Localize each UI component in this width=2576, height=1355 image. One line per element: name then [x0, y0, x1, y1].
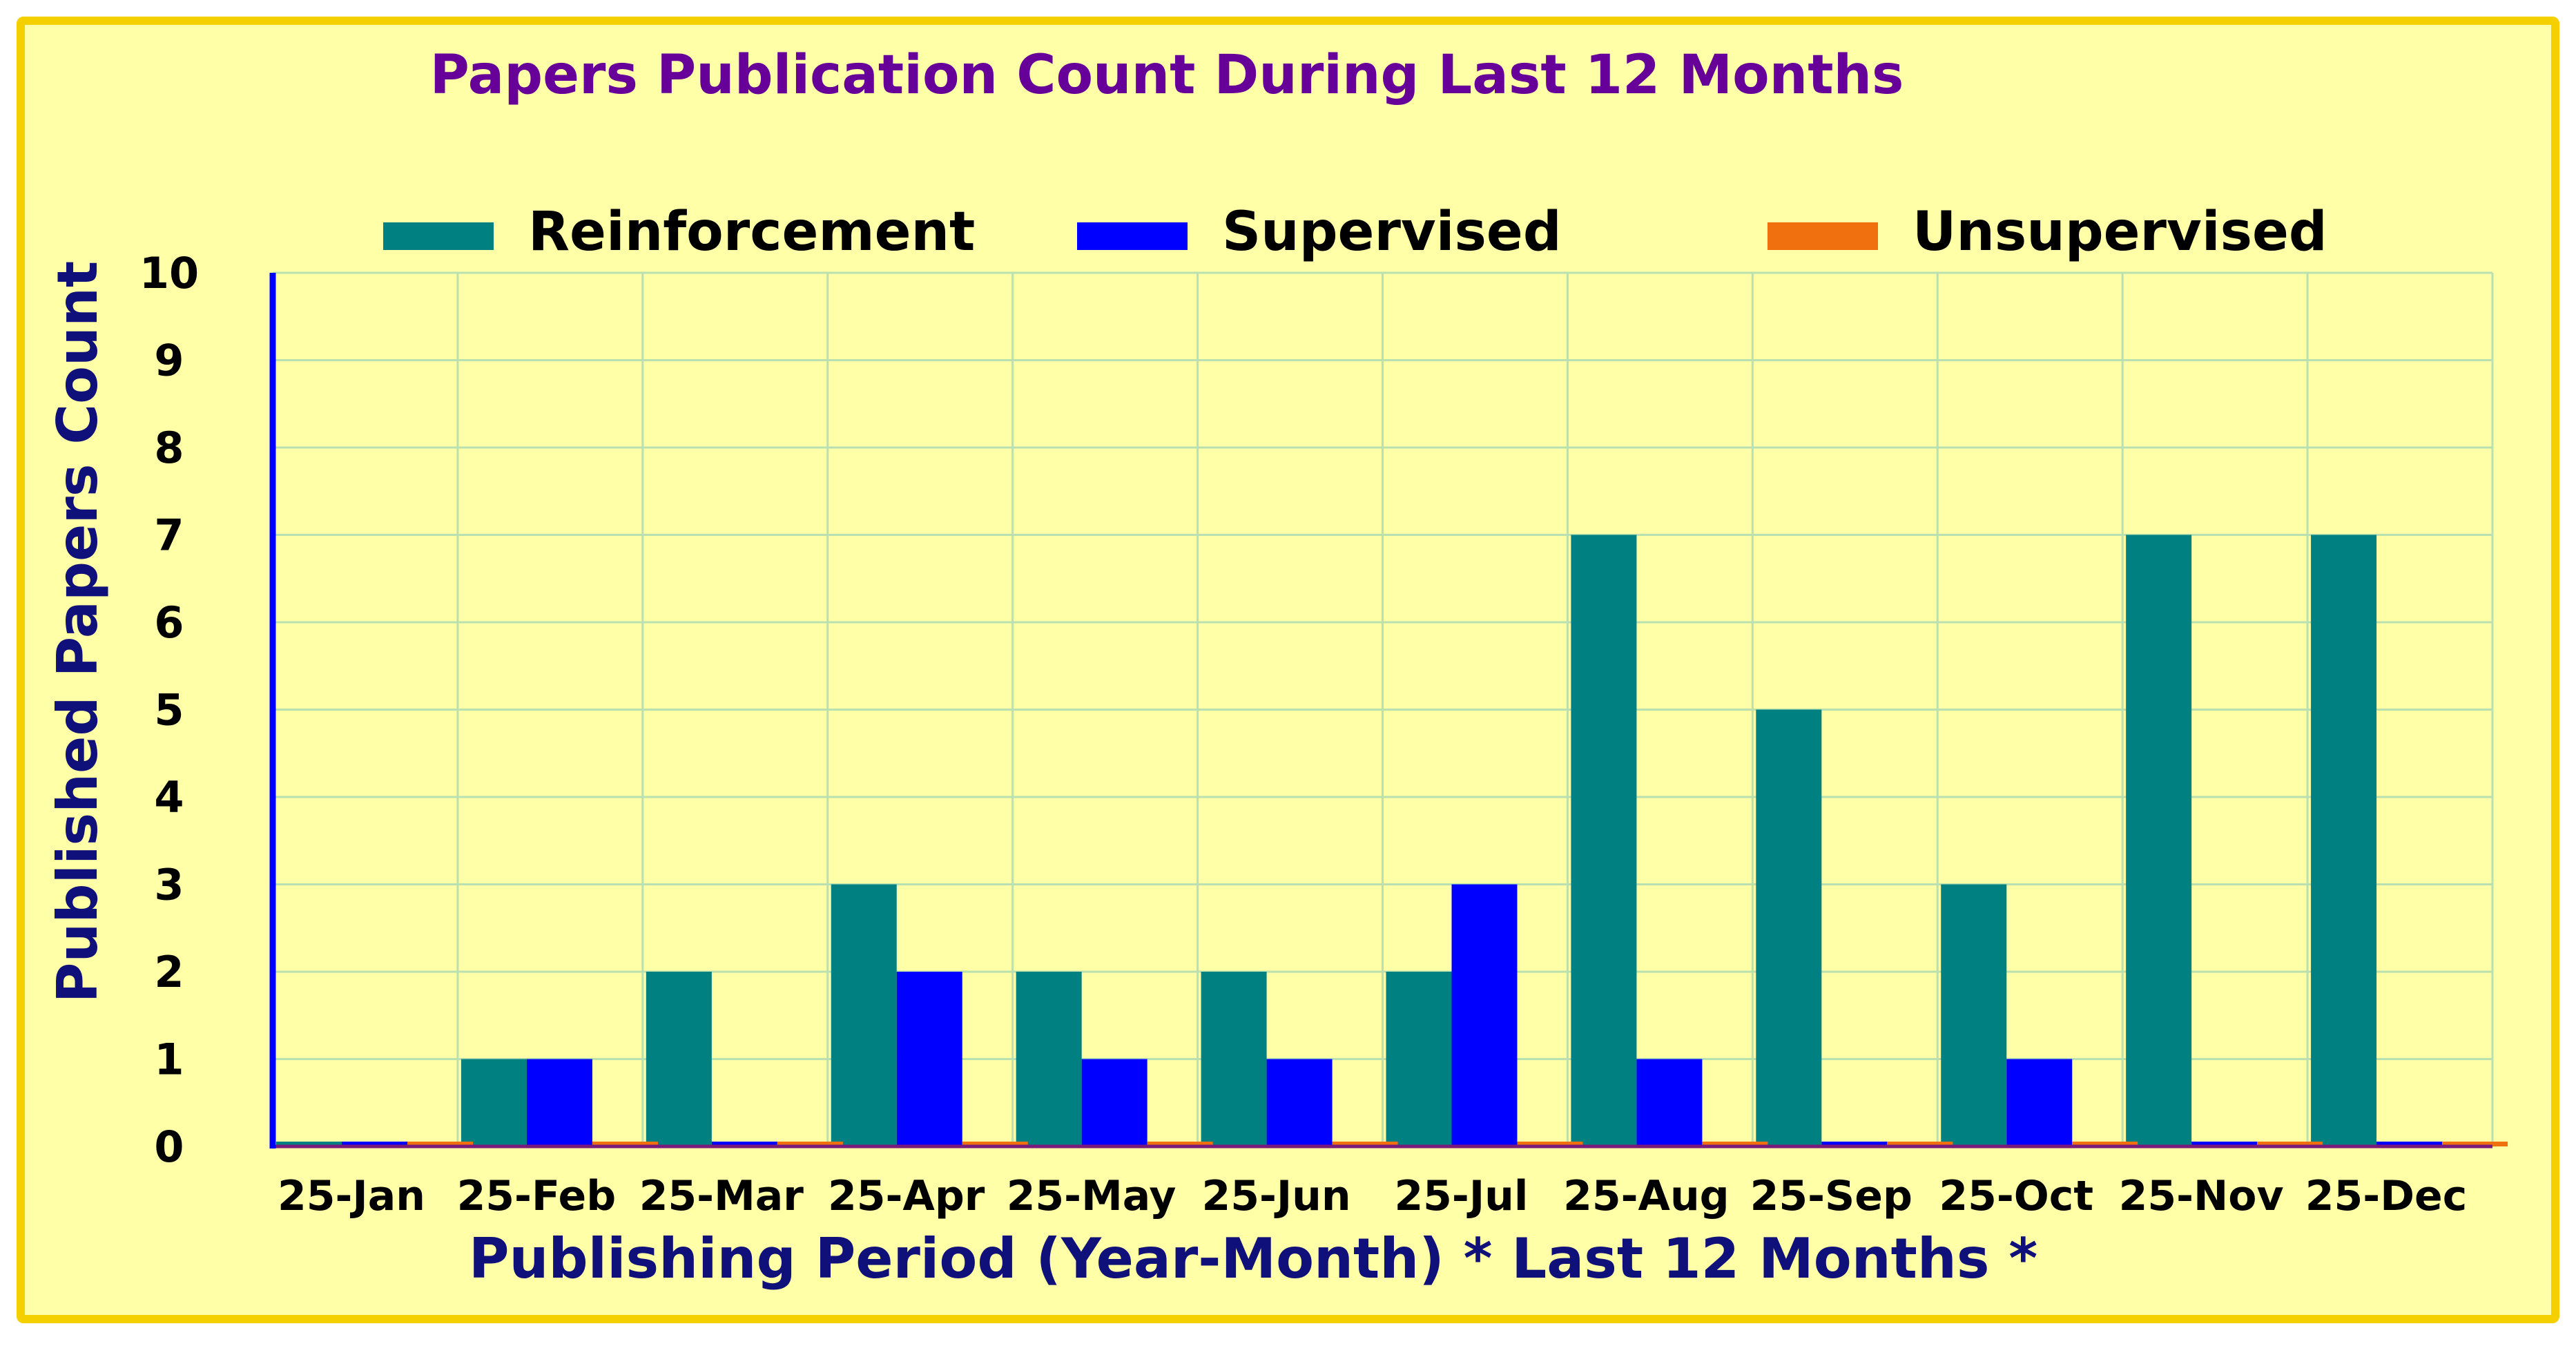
- x-tick-label: 25-Jan: [278, 1172, 425, 1220]
- bar: [831, 884, 897, 1146]
- x-tick-label: 25-Aug: [1563, 1172, 1730, 1220]
- bar: [962, 1142, 1028, 1146]
- bar: [407, 1142, 473, 1146]
- y-tick-label: 7: [154, 510, 184, 561]
- legend-label: Unsupervised: [1912, 201, 2327, 263]
- x-tick-label: 25-Apr: [828, 1172, 985, 1220]
- x-tick-label: 25-Jun: [1201, 1172, 1350, 1220]
- bar: [1016, 972, 1082, 1146]
- y-tick-label: 8: [154, 423, 184, 473]
- bar: [1756, 709, 1822, 1146]
- x-tick-label: 25-May: [1007, 1172, 1176, 1220]
- y-tick-label: 0: [154, 1122, 184, 1172]
- bar: [526, 1059, 592, 1146]
- bar: [1571, 535, 1637, 1146]
- axes: [269, 273, 2492, 1149]
- bar: [2006, 1059, 2073, 1146]
- bar: [276, 1142, 342, 1146]
- y-tick-label: 6: [154, 597, 184, 648]
- bar: [1266, 1059, 1333, 1146]
- legend-swatch: [1768, 222, 1878, 250]
- bar: [1636, 1059, 1703, 1146]
- x-axis-title: Publishing Period (Year-Month) * Last 12…: [469, 1227, 2037, 1291]
- bar: [2126, 535, 2192, 1146]
- bar: [592, 1142, 658, 1146]
- bar: [896, 972, 962, 1146]
- bar: [2072, 1142, 2138, 1146]
- bar: [1887, 1142, 1953, 1146]
- bar: [1702, 1142, 1768, 1146]
- y-tick-label: 3: [154, 860, 184, 910]
- y-axis-title: Published Papers Count: [46, 261, 110, 1003]
- bar: [1386, 972, 1452, 1146]
- bar: [1941, 884, 2007, 1146]
- bar: [2442, 1142, 2508, 1146]
- x-tick-label: 25-Jul: [1394, 1172, 1528, 1220]
- bar: [1451, 884, 1518, 1146]
- bars: [276, 535, 2508, 1146]
- x-tick-labels: 25-Jan 25-Feb 25-Mar 25-Apr 25-May 25-Jun 25-J…: [278, 1172, 2467, 1220]
- bar: [2376, 1142, 2443, 1146]
- bar: [2257, 1142, 2323, 1146]
- x-tick-label: 25-Mar: [639, 1172, 804, 1220]
- chart-title: Papers Publication Count During Last 12 …: [430, 44, 1904, 106]
- x-tick-label: 25-Dec: [2305, 1172, 2467, 1220]
- bar: [1821, 1142, 1888, 1146]
- y-tick-label: 10: [139, 248, 199, 298]
- y-tick-label: 9: [154, 336, 184, 386]
- y-tick-label: 1: [154, 1035, 184, 1085]
- bar: [1201, 972, 1267, 1146]
- legend-swatch: [1077, 222, 1188, 250]
- bar: [1332, 1142, 1398, 1146]
- y-tick-label: 5: [154, 685, 184, 736]
- legend: Reinforcement Supervised Unsupervised: [383, 201, 2327, 263]
- y-tick-label: 2: [154, 947, 184, 997]
- bar: [1517, 1142, 1583, 1146]
- x-tick-label: 25-Nov: [2119, 1172, 2284, 1220]
- bar: [2191, 1142, 2258, 1146]
- bar: [711, 1142, 777, 1146]
- bar: [1081, 1059, 1147, 1146]
- y-tick-labels: 0 1 2 3 4 5 6 7 8 9 10: [139, 248, 199, 1172]
- bar: [646, 972, 712, 1146]
- legend-label: Reinforcement: [528, 201, 975, 263]
- grid-lines: [273, 271, 2494, 1146]
- bar: [1147, 1142, 1213, 1146]
- x-tick-label: 25-Oct: [1939, 1172, 2093, 1220]
- bar: [461, 1059, 527, 1146]
- legend-label: Supervised: [1222, 201, 1562, 263]
- bar: [777, 1142, 843, 1146]
- x-tick-label: 25-Sep: [1750, 1172, 1912, 1220]
- y-tick-label: 4: [154, 772, 184, 823]
- x-tick-label: 25-Feb: [457, 1172, 617, 1220]
- legend-swatch: [383, 222, 494, 250]
- bar: [2311, 535, 2377, 1146]
- bar: [342, 1142, 407, 1146]
